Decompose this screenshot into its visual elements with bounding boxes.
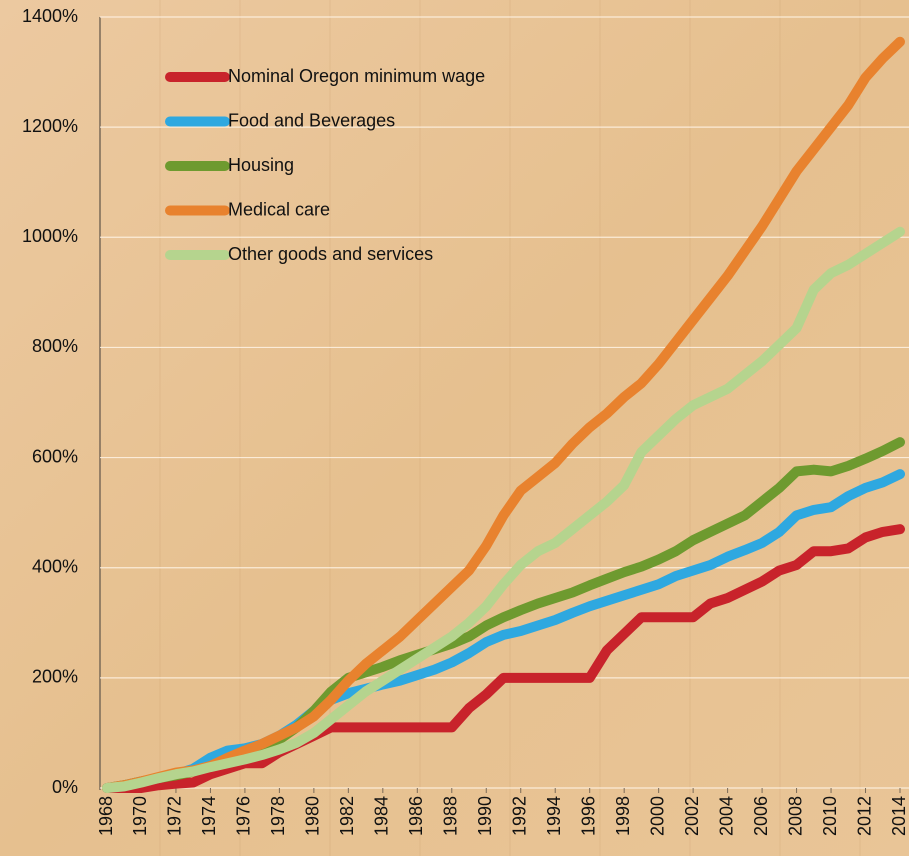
x-tick-label: 1974 [199,796,219,836]
y-tick-label: 1200% [22,116,78,136]
x-tick-label: 1986 [406,796,426,836]
y-tick-label: 600% [32,446,78,466]
x-tick-label: 1968 [96,796,116,836]
y-tick-label: 1000% [22,226,78,246]
x-tick-label: 1982 [337,796,357,836]
legend-label: Other goods and services [228,244,433,264]
x-tick-label: 2012 [854,796,874,836]
x-tick-label: 1984 [372,796,392,836]
x-tick-label: 1988 [441,796,461,836]
y-tick-label: 0% [52,777,78,797]
x-tick-label: 1980 [303,796,323,836]
x-tick-label: 1978 [268,796,288,836]
series-line [102,36,905,793]
series-line [102,226,905,793]
x-tick-label: 1990 [475,796,495,836]
y-tick-label: 1400% [22,6,78,26]
y-tick-label: 200% [32,667,78,687]
x-tick-label: 2010 [820,796,840,836]
x-tick-label: 1994 [544,796,564,836]
x-tick-label: 2000 [647,796,667,836]
x-tick-label: 1996 [578,796,598,836]
wood-grain [159,0,861,856]
x-tick-label: 2008 [785,796,805,836]
x-tick-label: 2004 [716,796,736,836]
x-tick-label: 1998 [613,796,633,836]
x-tick-label: 2014 [889,796,909,836]
x-tick-label: 1972 [165,796,185,836]
x-tick-label: 2006 [751,796,771,836]
legend-label: Food and Beverages [228,110,395,130]
y-tick-label: 400% [32,556,78,576]
x-tick-label: 1970 [130,796,150,836]
x-tick-label: 2002 [682,796,702,836]
legend-label: Medical care [228,199,330,219]
legend-label: Housing [228,155,294,175]
legend-label: Nominal Oregon minimum wage [228,66,485,86]
x-tick-label: 1976 [234,796,254,836]
y-tick-label: 800% [32,336,78,356]
x-tick-label: 1992 [509,796,529,836]
